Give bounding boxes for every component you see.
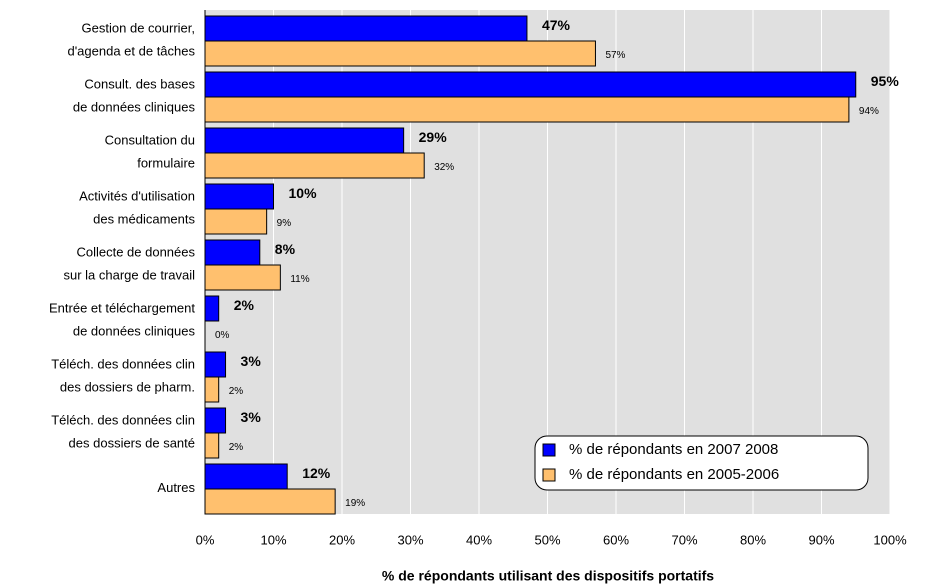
data-label: 0% [215,330,230,341]
bar [204,96,850,123]
y-tick-label: Téléch. des données clin des dossiers de … [51,413,195,451]
x-tick-label: 80% [740,532,766,547]
legend-swatch [542,443,556,457]
legend-box [534,435,869,491]
y-tick-label: Entrée et téléchargement de données clini… [49,301,195,339]
data-label: 11% [290,274,309,285]
y-tick-label: Consult. des bases de données cliniques [73,77,196,115]
bar [204,407,227,434]
x-axis-title: % de répondants utilisant des dispositif… [382,568,714,584]
bar [204,488,336,515]
data-label: 95% [871,73,900,89]
legend-label: % de répondants en 2007 2008 [569,441,778,458]
bar [204,295,220,322]
bar [204,71,857,98]
y-tick-label: Consultation du formulaire [105,133,195,171]
x-tick-label: 70% [671,532,697,547]
data-label: 3% [241,409,262,425]
data-label: 32% [434,162,454,173]
data-label: 94% [859,106,879,117]
bar [204,208,268,235]
data-label: 8% [275,241,296,257]
bar [204,463,288,490]
legend-swatch [542,468,556,482]
x-tick-label: 100% [873,532,907,547]
x-tick-label: 50% [534,532,560,547]
bar [204,432,220,459]
data-label: 2% [229,386,244,397]
y-tick-label: Collecte de données sur la charge de trav… [63,245,195,283]
y-tick-label: Autres [157,480,195,495]
bar [204,127,405,154]
data-label: 19% [345,498,365,509]
x-tick-label: 10% [260,532,286,547]
data-label: 3% [241,353,262,369]
y-tick-label: Activités d'utilisation des médicaments [79,189,195,227]
bar [204,239,261,266]
x-tick-label: 40% [466,532,492,547]
data-label: 47% [542,17,571,33]
x-tick-label: 90% [808,532,834,547]
data-label: 2% [234,297,255,313]
data-label: 57% [605,50,625,61]
bar [204,351,227,378]
bar [204,183,274,210]
bar [204,376,220,403]
y-tick-label: Téléch. des données clin des dossiers de … [51,357,195,395]
x-tick-label: 0% [196,532,215,547]
data-label: 10% [289,185,318,201]
x-tick-label: 30% [397,532,423,547]
bar [204,264,281,291]
bar [204,40,596,67]
bar [204,152,425,179]
x-tick-label: 20% [329,532,355,547]
data-label: 12% [302,465,331,481]
data-label: 9% [277,218,292,229]
legend-label: % de répondants en 2005-2006 [569,466,779,483]
data-label: 29% [419,129,448,145]
y-tick-label: Gestion de courrier, d'agenda et de tâche… [67,21,195,59]
x-tick-label: 60% [603,532,629,547]
bar [204,15,528,42]
data-label: 2% [229,442,244,453]
